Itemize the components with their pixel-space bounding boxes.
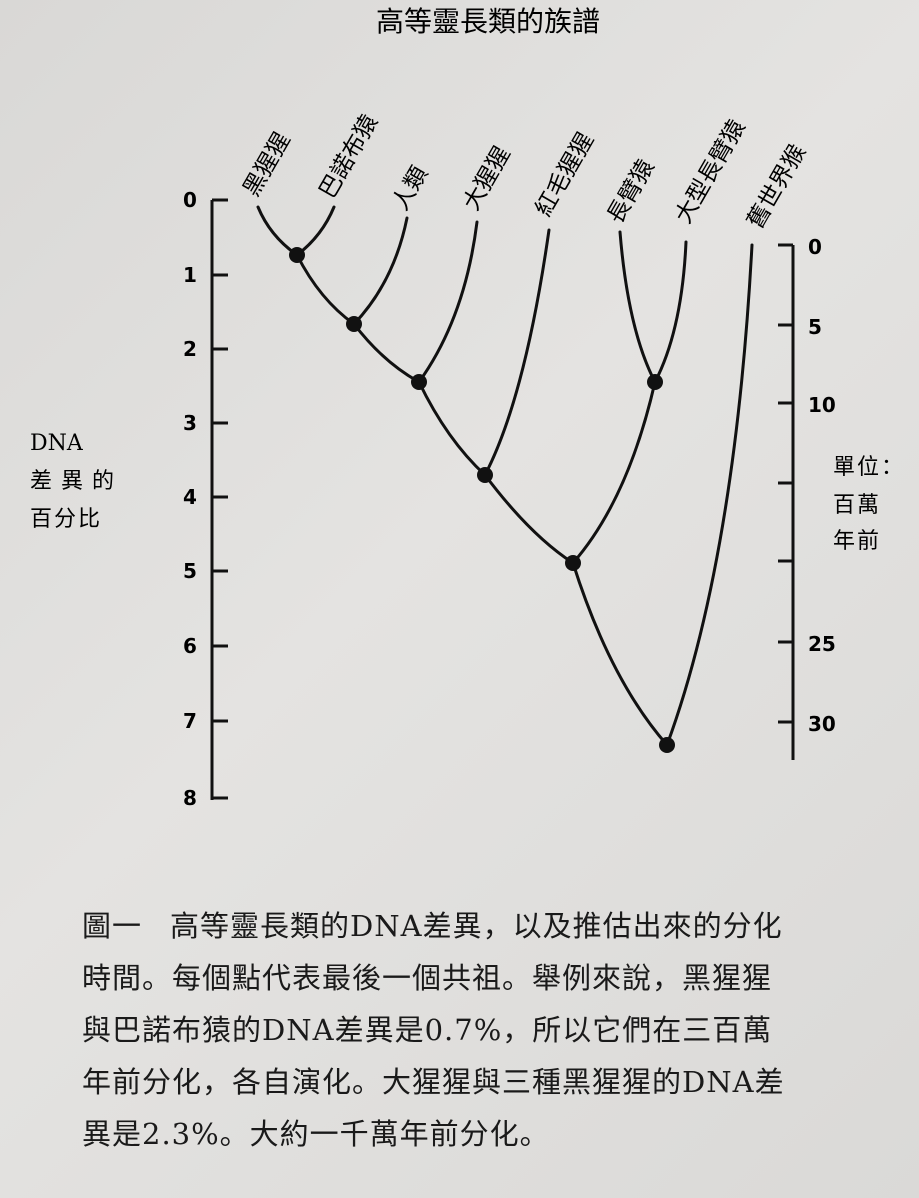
- dna-tick-label: 2: [183, 337, 197, 361]
- time-tick-labels: 0 5 10 25 30: [808, 235, 836, 736]
- species-label-gibbon: 長臂猿: [603, 155, 660, 228]
- branch-ape-ancestor: [571, 561, 669, 747]
- time-tick-label: 10: [808, 393, 836, 417]
- ancestor-node: [647, 374, 663, 390]
- ancestor-node: [289, 247, 305, 263]
- species-labels: 黑猩猩 巴諾布猿 人類 大猩猩 紅毛猩猩 長臂猿 大型長臂猿 舊世界猴: [239, 110, 812, 233]
- branch-chimpanzee: [256, 205, 299, 257]
- ancestor-node: [346, 316, 362, 332]
- ancestor-node: [411, 374, 427, 390]
- ancestor-nodes: [289, 247, 675, 753]
- ancestor-node: [659, 737, 675, 753]
- dna-axis-label-line1: DNA: [30, 431, 84, 456]
- time-axis-label-line1: 單位：: [833, 455, 905, 480]
- time-axis-label-line3: 年前: [833, 529, 881, 554]
- caption-line-1-text: 高等靈長類的DNA差異，以及推估出來的分化: [170, 909, 783, 943]
- dna-tick-label: 7: [183, 709, 197, 733]
- species-label-human: 人類: [388, 162, 434, 215]
- branch-lesser-ape-ancestor: [571, 380, 657, 565]
- branch-hominin-ancestor: [352, 322, 421, 384]
- dna-tick-label: 5: [183, 559, 197, 583]
- dna-axis: [210, 198, 228, 800]
- caption-line-1: 圖一 高等靈長類的DNA差異，以及推估出來的分化: [82, 900, 902, 952]
- caption-line-5: 異是2.3%。大約一千萬年前分化。: [82, 1117, 550, 1151]
- time-tick-label: 5: [808, 315, 822, 339]
- caption-figure-label: 圖一: [82, 909, 143, 943]
- dna-tick-label: 0: [183, 188, 197, 212]
- branch-gorilla: [417, 220, 479, 384]
- branch-african-ape-ancestor: [417, 380, 487, 477]
- time-tick-label: 30: [808, 712, 836, 736]
- dna-tick-labels: 0 1 2 3 4 5 6 7 8: [183, 188, 197, 810]
- branch-old-world-monkey: [665, 243, 754, 747]
- species-label-chimpanzee: 黑猩猩: [239, 128, 296, 201]
- branch-pan-ancestor: [295, 253, 356, 326]
- dna-axis-label-line2: 差異的: [30, 469, 123, 494]
- species-label-orangutan: 紅毛猩猩: [531, 128, 600, 221]
- branch-great-ape-ancestor: [483, 473, 575, 565]
- species-label-old-world-monkey: 舊世界猴: [743, 140, 812, 233]
- dna-tick-label: 8: [183, 786, 197, 810]
- ancestor-node: [565, 555, 581, 571]
- branch-gibbon: [618, 230, 657, 384]
- species-label-siamang: 大型長臂猿: [671, 115, 751, 228]
- tree-branches: [256, 205, 754, 747]
- caption-line-4: 年前分化，各自演化。大猩猩與三種黑猩猩的DNA差: [82, 1065, 785, 1099]
- dna-tick-label: 4: [183, 485, 197, 509]
- dna-axis-label: DNA 差異的 百分比: [30, 431, 123, 532]
- branch-bonobo: [295, 205, 336, 257]
- time-axis: [778, 243, 795, 760]
- figure-caption: 圖一 高等靈長類的DNA差異，以及推估出來的分化 時間。每個點代表最後一個共祖。舉…: [82, 900, 902, 1160]
- branch-human: [352, 216, 409, 326]
- dna-axis-label-line3: 百分比: [30, 507, 102, 532]
- caption-line-2: 時間。每個點代表最後一個共祖。舉例來說，黑猩猩: [82, 961, 773, 995]
- dna-tick-label: 3: [183, 411, 197, 435]
- dna-tick-label: 1: [183, 263, 197, 287]
- branch-siamang: [653, 240, 688, 384]
- phylogeny-diagram: 高等靈長類的族譜 0 1 2 3 4 5 6 7 8 DNA 差異: [30, 5, 905, 810]
- time-tick-label: 25: [808, 632, 836, 656]
- time-tick-label: 0: [808, 235, 822, 259]
- dna-tick-label: 6: [183, 634, 197, 658]
- caption-line-3: 與巴諾布猿的DNA差異是0.7%，所以它們在三百萬: [82, 1013, 773, 1047]
- species-label-gorilla: 大猩猩: [459, 142, 516, 215]
- species-label-bonobo: 巴諾布猿: [315, 110, 384, 203]
- time-axis-label: 單位： 百萬 年前: [833, 455, 905, 554]
- diagram-title: 高等靈長類的族譜: [376, 5, 600, 38]
- branch-orangutan: [483, 228, 551, 477]
- time-axis-label-line2: 百萬: [833, 493, 881, 518]
- ancestor-node: [477, 467, 493, 483]
